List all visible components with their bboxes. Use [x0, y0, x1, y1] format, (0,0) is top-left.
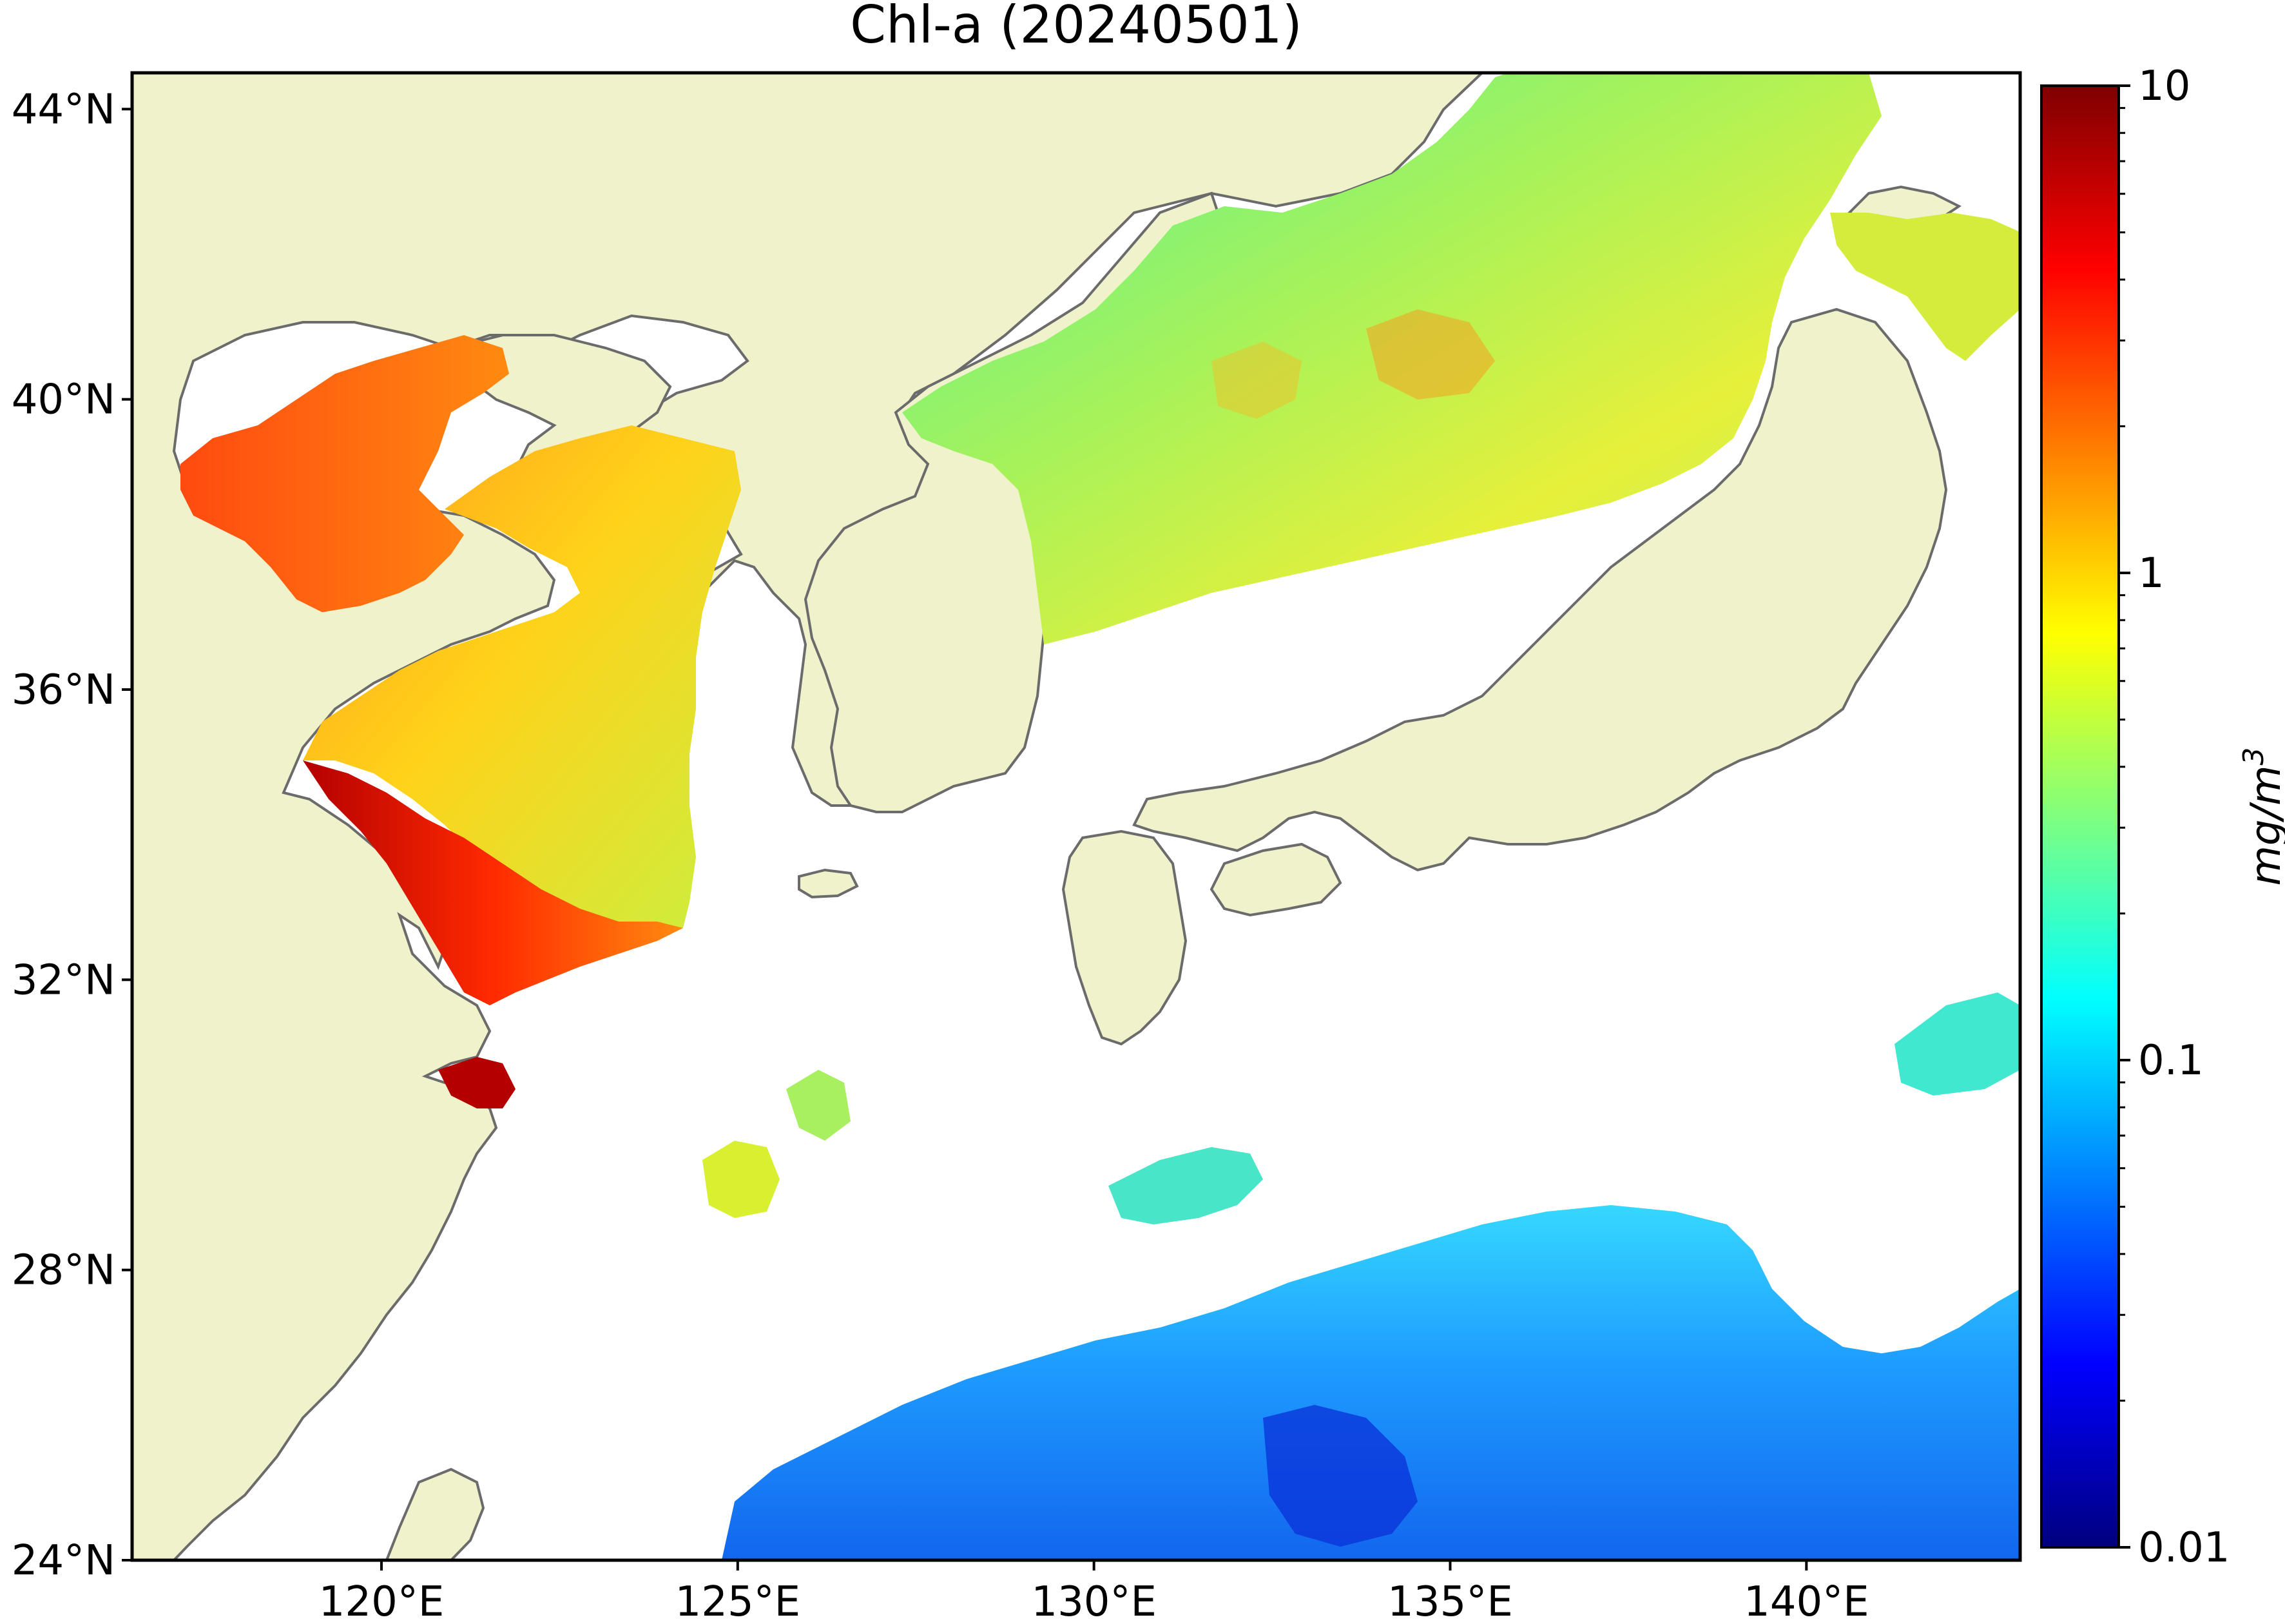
lon-tick-label: 120°E	[319, 1578, 445, 1624]
lon-tick-label: 125°E	[675, 1578, 801, 1624]
eddy-patch-2	[1211, 342, 1302, 419]
japan-shikoku	[1210, 842, 1342, 917]
lat-tick-label: 28°N	[12, 1247, 115, 1295]
lat-tick-label: 36°N	[12, 666, 115, 714]
colorbar-tick-label: 1	[2138, 550, 2164, 597]
east-china-sea-patch	[702, 1141, 780, 1218]
lon-tick-label: 135°E	[1387, 1578, 1513, 1624]
yangtze-estuary-chl	[438, 1057, 516, 1108]
east-china-sea-patch-2	[786, 1070, 851, 1141]
east-pacific-patch	[1895, 992, 2020, 1096]
longitude-axis: 120°E 125°E 130°E 135°E 140°E	[319, 1560, 1869, 1624]
colorbar-tick-label: 0.01	[2138, 1524, 2230, 1572]
lon-tick-label: 140°E	[1744, 1578, 1869, 1624]
lat-tick-label: 44°N	[12, 86, 115, 133]
unit-base: mg/m	[2242, 766, 2285, 886]
colorbar-axis: 10 1 0.1 0.01	[2119, 63, 2230, 1572]
japan-honshu	[1132, 307, 1948, 872]
colorbar-frame	[2040, 84, 2120, 1549]
lon-tick-label: 130°E	[1031, 1578, 1157, 1624]
okhotsk-chl	[1830, 213, 2020, 361]
colorbar-unit-label: mg/m3	[2237, 748, 2285, 886]
colorbar-tick-label: 10	[2138, 63, 2190, 110]
bohai-sea-chl	[180, 335, 509, 612]
lat-tick-label: 40°N	[12, 376, 115, 424]
japan-kyushu	[1061, 829, 1188, 1046]
colorbar	[2041, 86, 2119, 1547]
colorbar-tick-label: 0.1	[2138, 1037, 2204, 1085]
jiangsu-coastal-chl	[303, 760, 683, 1005]
taiwan-island	[385, 1467, 485, 1560]
pacific-chl	[722, 1205, 2020, 1560]
map-title: Chl-a (20240501)	[850, 0, 1302, 55]
latitude-axis: 24°N 28°N 32°N 36°N 40°N 44°N	[12, 86, 132, 1585]
lat-tick-label: 24°N	[12, 1537, 115, 1585]
lat-tick-label: 32°N	[12, 956, 115, 1004]
yellow-sea-chl	[303, 425, 741, 947]
pacific-deep-blue	[1263, 1405, 1418, 1547]
jeju-island	[798, 868, 859, 899]
eddy-patch	[1366, 309, 1495, 400]
kuroshio-patch	[1108, 1147, 1263, 1224]
map-frame	[130, 71, 2022, 1562]
map-area	[132, 73, 2020, 1560]
unit-superscript: 3	[2237, 748, 2270, 766]
